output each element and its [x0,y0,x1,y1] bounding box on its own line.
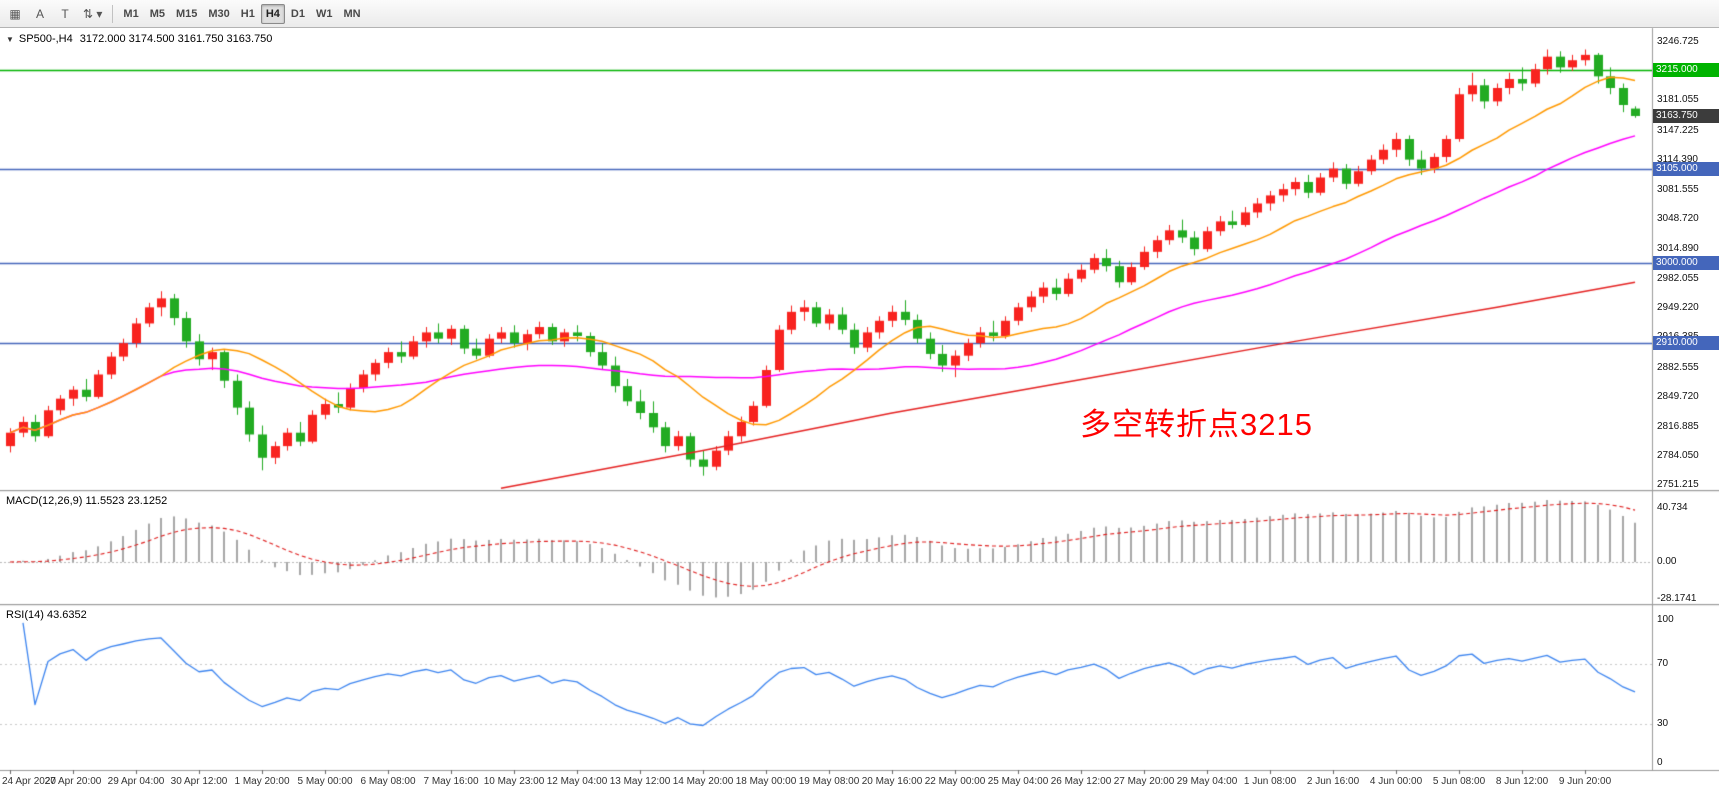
annotate-letter-icon[interactable]: A [35,6,44,21]
timeframe-w1-button[interactable]: W1 [315,7,333,20]
timeframe-mn-button[interactable]: MN [343,7,361,20]
indicators-dropdown-icon[interactable]: ⇅ ▾ [83,6,103,21]
toolbar: ▦ A T ⇅ ▾ M1 M5 M15 M30 H1 H4 D1 W1 MN [0,0,1719,28]
timeframe-m30-button[interactable]: M30 [208,7,230,20]
text-tool-icon[interactable]: T [61,6,69,21]
charts-grid-icon[interactable]: ▦ [9,6,21,21]
timeframe-m1-button[interactable]: M1 [123,7,139,20]
timeframe-d1-button[interactable]: D1 [290,7,305,20]
toolbar-separator [112,4,114,23]
timeframe-h4-button[interactable]: H4 [260,3,285,24]
timeframe-h1-button[interactable]: H1 [240,7,255,20]
timeframe-m5-button[interactable]: M5 [149,7,165,20]
timeframe-m15-button[interactable]: M15 [175,7,198,20]
